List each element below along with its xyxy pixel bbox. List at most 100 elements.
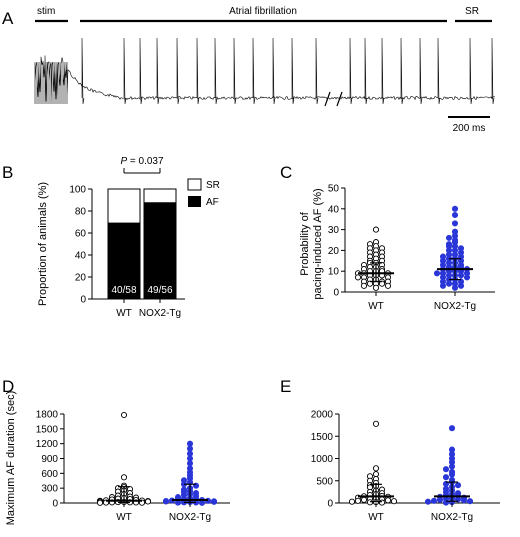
panel-c-y-tick-label: 30 <box>328 225 340 236</box>
p-value-label: P = 0.037 <box>120 156 164 167</box>
panel-e-x-tick-label: NOX2-Tg <box>431 512 473 523</box>
panel-e-y-tick-label: 2000 <box>311 410 334 421</box>
panel-c-data-point <box>372 226 380 233</box>
bar-count-label: 40/58 <box>111 285 136 296</box>
panel-d-data-point <box>186 440 194 447</box>
bar-count-label: 49/56 <box>147 285 172 296</box>
panel-e-data-point <box>372 471 380 478</box>
panel-e-data-point <box>460 497 468 504</box>
panel-d-y-tick-label: 900 <box>41 454 58 465</box>
panel-c-data-point <box>445 234 453 241</box>
panel-d-x-tick-label: WT <box>116 512 132 523</box>
panel-e-data-point <box>390 498 398 505</box>
panel-c-data-point <box>372 284 380 291</box>
panel-b-x-tick-label: NOX2-Tg <box>139 308 181 319</box>
panel-c-x-tick-label: NOX2-Tg <box>434 301 476 312</box>
legend-label-af: AF <box>206 197 219 208</box>
panel-c-y-tick-label: 50 <box>328 184 340 195</box>
panel-b-x-tick-label: WT <box>116 308 132 319</box>
panel-d: D Maximum AF duration (sec) 0 300 600 900 12… <box>2 377 230 525</box>
panel-e-y-tick-label: 0 <box>327 499 333 510</box>
panel-c-y-tick-label: 20 <box>328 246 340 257</box>
panel-d-y-tick-label: 1200 <box>36 439 59 450</box>
stim-label: stim <box>37 6 55 17</box>
panel-label-c: C <box>280 163 292 182</box>
panel-d-data-point <box>120 474 128 481</box>
scale-bar-label: 200 ms <box>453 123 486 134</box>
panel-c-data-point <box>457 282 465 289</box>
trace-break-2 <box>336 91 343 107</box>
p-value-rest: = 0.037 <box>127 156 164 167</box>
panel-d-data-point <box>186 455 194 462</box>
panel-e-data-point <box>360 496 368 503</box>
ecg-trace <box>34 37 496 105</box>
panel-e-y-tick-label: 1500 <box>311 432 334 443</box>
bar-af-nox2-tg <box>143 202 177 300</box>
panel-c-y-tick-label: 0 <box>333 288 339 299</box>
panel-e-data-point <box>466 498 474 505</box>
panel-c-ylabel-line1: Probability of <box>299 211 311 276</box>
panel-b-y-tick-label: 40 <box>75 251 87 262</box>
panel-e-data-point <box>354 497 362 504</box>
panel-d-data-point <box>120 411 128 419</box>
panel-d-data-point <box>162 498 170 505</box>
trace-break-1 <box>324 91 331 107</box>
panel-c-data-point <box>451 205 459 212</box>
panel-e-data-point <box>448 463 456 470</box>
panel-e-data-point <box>436 496 444 503</box>
panel-c-data-point <box>445 280 453 287</box>
panel-c-data-point <box>451 284 459 291</box>
panel-b-y-tick-label: 60 <box>75 229 87 240</box>
panel-d-data-point <box>186 445 194 452</box>
panel-d-y-tick-label: 1500 <box>36 424 59 435</box>
bar-sr-wt <box>107 188 141 224</box>
panel-c-ylabel-line2: pacing-induced AF (%) <box>312 188 324 299</box>
panel-c-y-axis-label: Probability ofpacing-induced AF (%) <box>299 188 324 299</box>
panel-a: A stim Atrial fibrillation SR 200 ms <box>2 6 496 134</box>
panel-b-y-tick-label: 80 <box>75 207 87 218</box>
panel-e-x-tick-label: WT <box>368 512 384 523</box>
panel-c-data-point <box>463 274 471 281</box>
panel-c: C Probability ofpacing-induced AF (%) 0 1… <box>280 163 495 312</box>
panel-label-b: B <box>2 163 13 182</box>
panel-e: E 0 500 1000 1500 2000 WT NOX2-Tg <box>280 377 500 523</box>
panel-c-data-point <box>451 220 459 227</box>
panel-e-data-point <box>372 465 380 472</box>
panel-e-data-point <box>442 474 450 481</box>
bar-sr-nox2-tg <box>143 188 177 204</box>
panel-c-data-point <box>354 274 362 281</box>
panel-c-data-point <box>439 282 447 289</box>
panel-e-data-point <box>448 471 456 478</box>
panel-b-y-tick-label: 20 <box>75 273 87 284</box>
panel-label-e: E <box>280 377 291 396</box>
panel-d-data-point <box>210 498 218 505</box>
panel-d-y-tick-label: 1800 <box>36 410 59 421</box>
panel-d-x-tick-label: NOX2-Tg <box>169 512 211 523</box>
panel-e-data-point <box>424 498 432 505</box>
panel-e-data-point <box>378 499 386 506</box>
panel-e-data-point <box>454 482 462 489</box>
panel-e-data-point <box>372 420 380 427</box>
panel-c-y-tick-label: 40 <box>328 204 340 215</box>
panel-e-y-tick-label: 500 <box>316 476 333 487</box>
panel-d-data-point <box>96 499 104 506</box>
panel-e-data-point <box>442 466 450 473</box>
panel-label-a: A <box>2 9 14 28</box>
panel-e-data-point <box>384 497 392 504</box>
panel-e-data-point <box>430 497 438 504</box>
panel-label-d: D <box>2 377 14 396</box>
p-value-italic: P <box>120 156 127 167</box>
panel-e-data-point <box>366 499 374 506</box>
panel-d-y-tick-label: 300 <box>41 484 58 495</box>
panel-b-y-axis-label: Proportion of animals (%) <box>37 182 49 306</box>
panel-c-data-point <box>360 282 368 289</box>
panel-e-y-tick-label: 1000 <box>311 454 334 465</box>
panel-d-y-axis-label: Maximum AF duration (sec) <box>5 391 17 525</box>
sr-label: SR <box>465 6 479 17</box>
legend-swatch-sr <box>187 178 202 191</box>
panel-c-x-tick-label: WT <box>368 301 384 312</box>
panel-e-data-point <box>348 498 356 505</box>
panel-d-y-tick-label: 0 <box>52 499 58 510</box>
af-label: Atrial fibrillation <box>229 6 297 17</box>
